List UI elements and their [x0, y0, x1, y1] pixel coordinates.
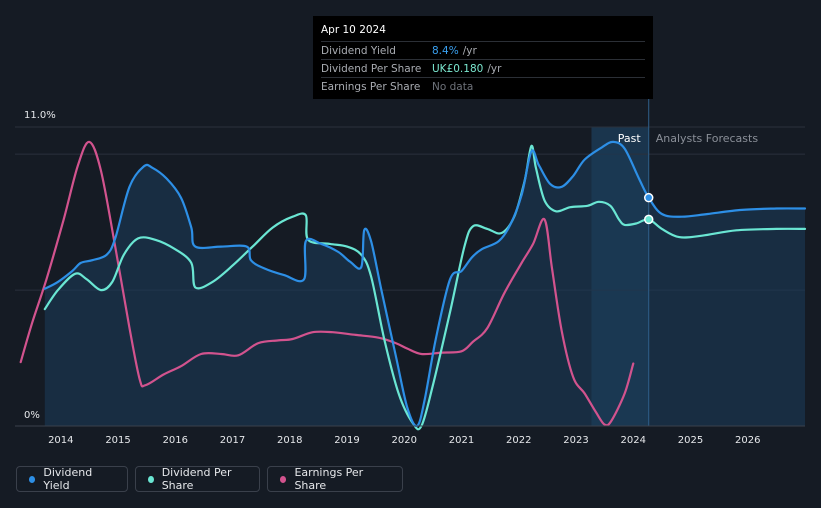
dividend-yield-line [43, 140, 807, 428]
tooltip-row-earnings-per-share: Earnings Per Share No data [321, 77, 645, 95]
x-tick-label: 2017 [220, 435, 245, 446]
chart-legend: Dividend Yield Dividend Per Share Earnin… [16, 466, 403, 492]
forecast-region-label: Analysts Forecasts [656, 132, 759, 145]
legend-dividend-per-share[interactable]: Dividend Per Share [135, 466, 260, 492]
x-axis-labels: 2014 2015 2016 2017 2018 2019 2020 2021 2022 2023… [48, 435, 760, 446]
y-axis-labels: 11.0% 0% [24, 110, 56, 421]
dividend-yield-area [44, 141, 806, 427]
x-tick-label: 2023 [563, 435, 588, 446]
legend-earnings-per-share[interactable]: Earnings Per Share [267, 466, 403, 492]
x-tick-label: 2026 [735, 435, 760, 446]
past-region-label: Past [618, 132, 642, 145]
tooltip-label: Dividend Yield [321, 44, 396, 57]
data-tooltip: Apr 10 2024 Dividend Yield 8.4% /yr Divi… [313, 16, 653, 99]
legend-dot [29, 475, 36, 483]
legend-label: Dividend Per Share [161, 466, 232, 492]
tooltip-value: No data [432, 80, 474, 93]
y-tick-label: 11.0% [24, 110, 56, 121]
legend-dot [280, 475, 287, 483]
hover-markers [643, 192, 654, 225]
legend-dividend-yield[interactable]: Dividend Yield [16, 466, 128, 492]
x-tick-label: 2016 [163, 435, 188, 446]
tooltip-date: Apr 10 2024 [321, 24, 386, 36]
x-tick-label: 2024 [621, 435, 646, 446]
tooltip-row-dividend-per-share: Dividend Per Share UK£0.180 /yr [321, 59, 645, 77]
y-tick-label: 0% [24, 410, 40, 421]
legend-label: Dividend Yield [43, 466, 93, 492]
x-tick-label: 2019 [334, 435, 359, 446]
x-tick-label: 2015 [105, 435, 130, 446]
x-tick-label: 2021 [449, 435, 474, 446]
tooltip-value: UK£0.180 [432, 62, 484, 75]
tooltip-row-dividend-yield: Dividend Yield 8.4% /yr [321, 41, 645, 59]
x-tick-label: 2025 [678, 435, 703, 446]
legend-dot [148, 475, 154, 483]
tooltip-value: 8.4% [432, 44, 459, 57]
tooltip-label: Dividend Per Share [321, 62, 422, 75]
earnings-per-share-line [19, 140, 635, 427]
tooltip-unit: /yr [462, 44, 477, 57]
x-tick-label: 2014 [48, 435, 73, 446]
x-tick-label: 2018 [277, 435, 302, 446]
tooltip-unit: /yr [487, 62, 502, 75]
dividend-yield-marker [643, 192, 654, 203]
x-tick-label: 2022 [506, 435, 531, 446]
dividend-per-share-marker [643, 214, 654, 225]
legend-label: Earnings Per Share [294, 466, 364, 492]
tooltip-label: Earnings Per Share [321, 80, 421, 93]
x-tick-label: 2020 [392, 435, 417, 446]
